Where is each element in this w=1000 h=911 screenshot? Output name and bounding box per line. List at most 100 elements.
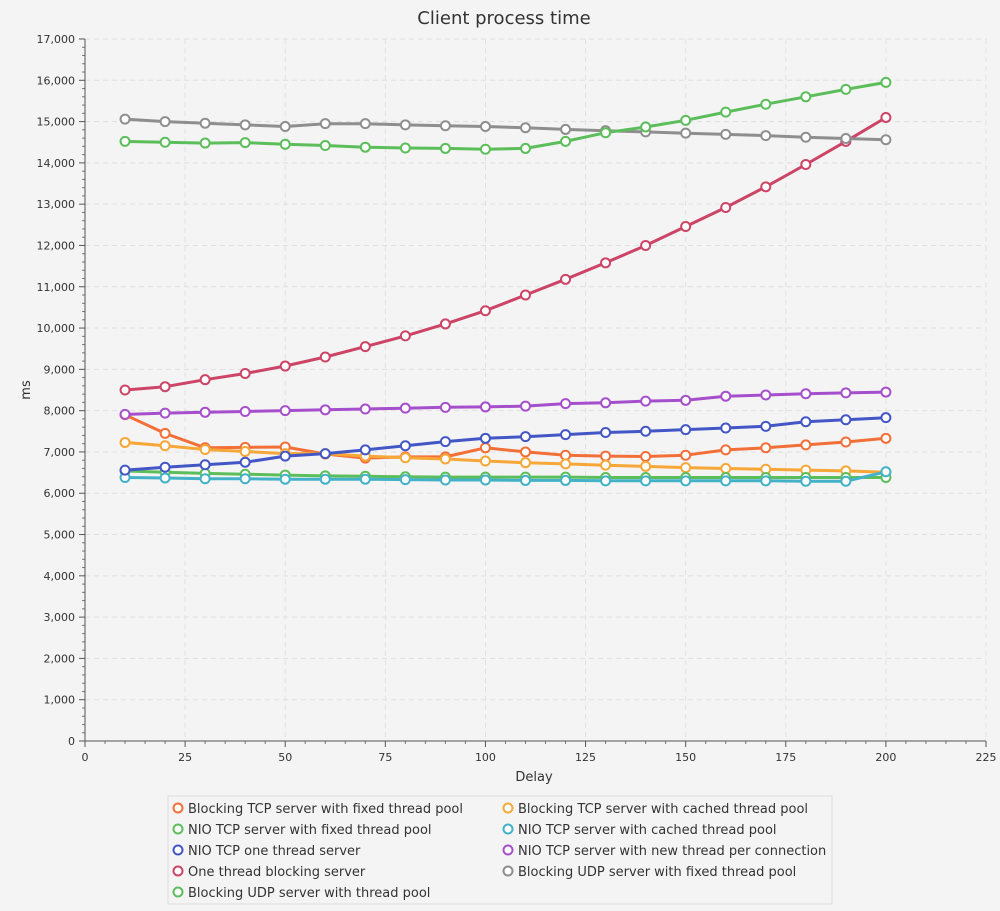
- data-point: [479, 401, 491, 413]
- data-point: [640, 460, 652, 472]
- y-tick-label: 5,000: [44, 529, 76, 542]
- y-tick-label: 3,000: [44, 611, 76, 624]
- series-line: [124, 416, 886, 472]
- series-line: [124, 80, 887, 151]
- data-point: [600, 257, 612, 269]
- legend: Blocking TCP server with fixed thread po…: [167, 795, 833, 905]
- legend-marker: [172, 823, 184, 835]
- data-point: [800, 439, 812, 451]
- data-point: [359, 473, 371, 485]
- data-point: [600, 459, 612, 471]
- data-point: [760, 130, 772, 142]
- x-tick-label: 150: [675, 751, 696, 764]
- data-point: [399, 474, 411, 486]
- data-point: [519, 142, 531, 154]
- data-point: [519, 289, 531, 301]
- legend-label: NIO TCP server with fixed thread pool: [188, 823, 432, 838]
- data-point: [519, 122, 531, 134]
- data-point: [279, 450, 291, 462]
- series-layer: [119, 76, 892, 487]
- data-point: [560, 135, 572, 147]
- data-point: [359, 141, 371, 153]
- data-point: [119, 384, 131, 396]
- y-tick-label: 16,000: [37, 74, 76, 87]
- data-point: [680, 127, 692, 139]
- data-point: [840, 133, 852, 145]
- x-tick-label: 125: [575, 751, 596, 764]
- data-point: [840, 414, 852, 426]
- y-tick-label: 11,000: [37, 281, 76, 294]
- y-axis-label: ms: [19, 380, 34, 400]
- data-point: [880, 111, 892, 123]
- data-point: [439, 474, 451, 486]
- legend-label: Blocking UDP server with fixed thread po…: [518, 865, 796, 880]
- x-axis-label: Delay: [515, 770, 553, 785]
- data-point: [279, 138, 291, 150]
- data-point: [399, 440, 411, 452]
- legend-item: Blocking TCP server with fixed thread po…: [172, 802, 463, 817]
- y-tick-label: 17,000: [37, 33, 76, 46]
- data-point: [199, 406, 211, 418]
- data-point: [760, 98, 772, 110]
- data-point: [640, 425, 652, 437]
- series-line: [124, 390, 886, 416]
- data-point: [600, 450, 612, 462]
- data-point: [279, 121, 291, 133]
- legend-label: Blocking UDP server with thread pool: [188, 886, 430, 901]
- data-point: [840, 83, 852, 95]
- data-point: [800, 475, 812, 487]
- data-point: [640, 450, 652, 462]
- data-point: [479, 474, 491, 486]
- data-point: [159, 472, 171, 484]
- series-9: [119, 76, 892, 155]
- data-point: [439, 142, 451, 154]
- data-point: [359, 118, 371, 130]
- data-point: [239, 405, 251, 417]
- legend-label: Blocking TCP server with fixed thread po…: [188, 802, 463, 817]
- data-point: [439, 120, 451, 132]
- data-point: [800, 91, 812, 103]
- data-point: [399, 330, 411, 342]
- data-point: [439, 436, 451, 448]
- data-point: [640, 395, 652, 407]
- x-tick-label: 50: [278, 751, 292, 764]
- data-point: [800, 416, 812, 428]
- data-point: [479, 121, 491, 133]
- data-point: [840, 387, 852, 399]
- data-point: [680, 475, 692, 487]
- data-point: [519, 446, 531, 458]
- data-point: [239, 446, 251, 458]
- legend-item: NIO TCP one thread server: [172, 844, 361, 859]
- legend-item: One thread blocking server: [172, 865, 366, 880]
- series-8: [119, 113, 892, 146]
- y-tick-label: 10,000: [37, 322, 76, 335]
- data-point: [159, 440, 171, 452]
- y-tick-label: 0: [68, 735, 75, 748]
- data-point: [560, 449, 572, 461]
- data-point: [319, 473, 331, 485]
- data-point: [159, 407, 171, 419]
- data-point: [720, 422, 732, 434]
- y-tick-label: 8,000: [44, 405, 76, 418]
- data-point: [319, 140, 331, 152]
- legend-marker: [502, 865, 514, 877]
- data-point: [199, 117, 211, 129]
- data-point: [560, 123, 572, 135]
- data-point: [720, 390, 732, 402]
- data-point: [680, 462, 692, 474]
- data-point: [560, 429, 572, 441]
- data-point: [720, 444, 732, 456]
- legend-marker: [172, 844, 184, 856]
- y-tick-label: 9,000: [44, 363, 76, 376]
- data-point: [600, 427, 612, 439]
- data-point: [880, 134, 892, 146]
- data-point: [560, 273, 572, 285]
- y-tick-label: 14,000: [37, 157, 76, 170]
- data-point: [680, 424, 692, 436]
- data-point: [800, 159, 812, 171]
- data-point: [680, 394, 692, 406]
- x-tick-label: 100: [475, 751, 496, 764]
- data-point: [880, 466, 892, 478]
- x-tick-label: 75: [378, 751, 392, 764]
- series-7: [119, 111, 892, 396]
